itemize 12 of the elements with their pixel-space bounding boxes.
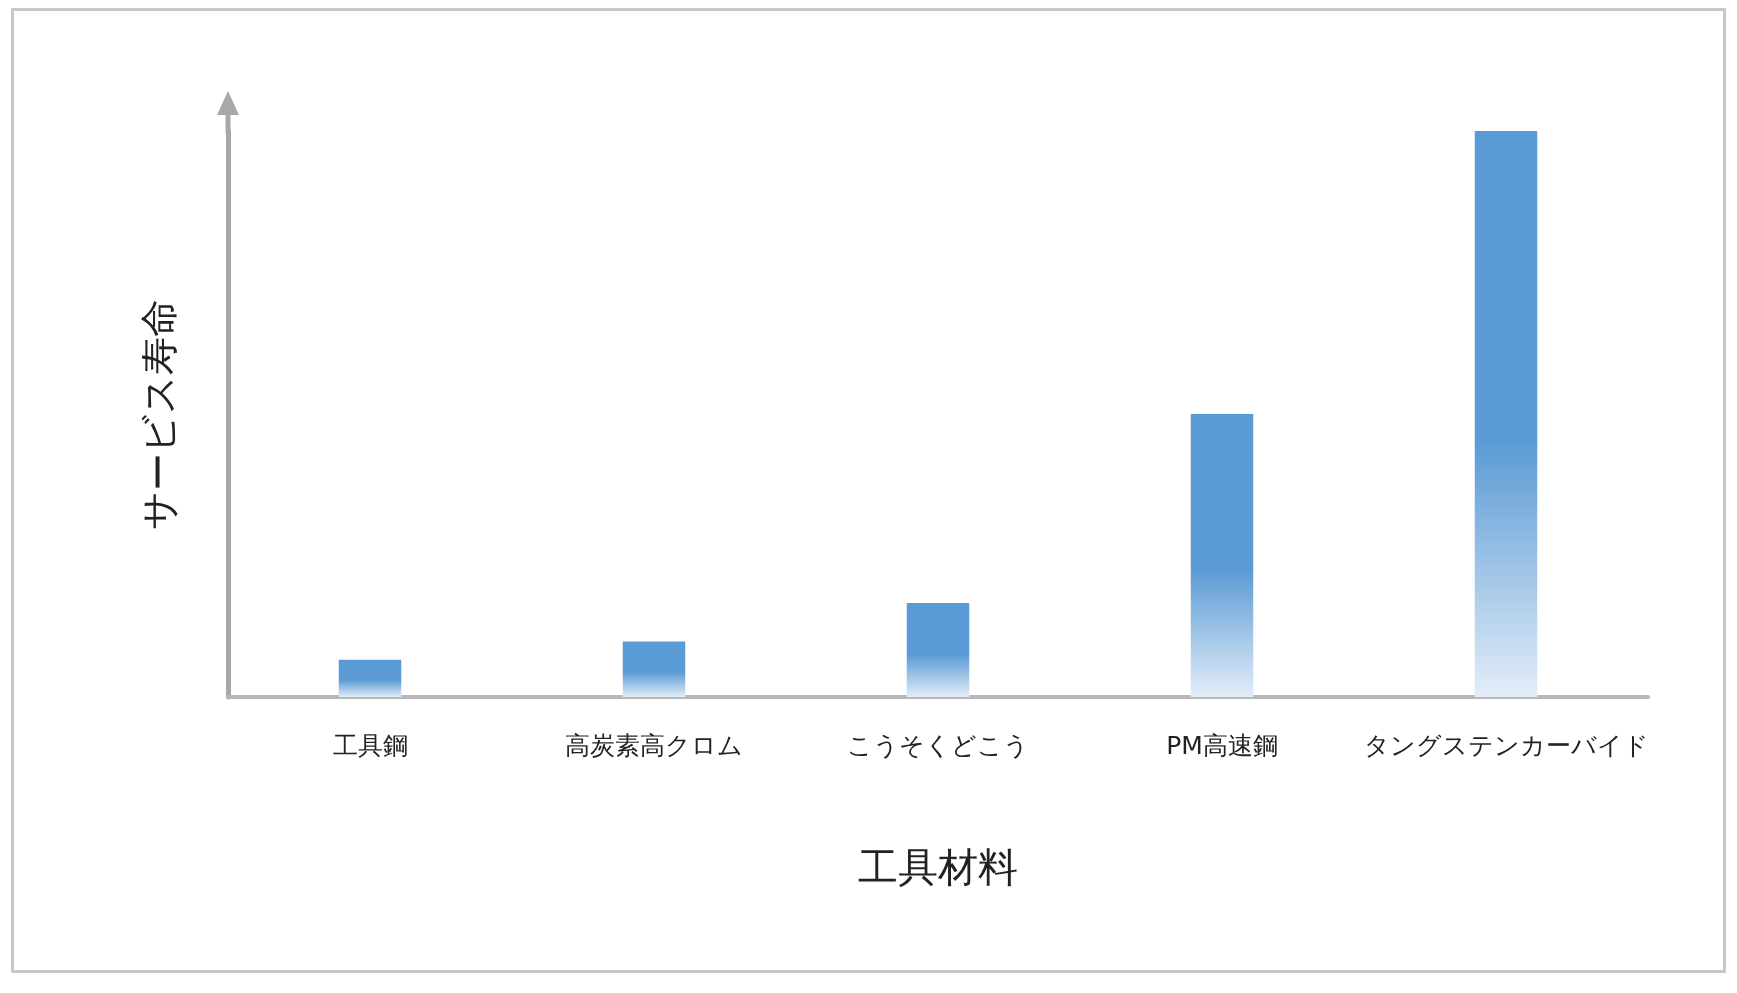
bar xyxy=(622,641,686,697)
bar xyxy=(338,659,402,697)
x-axis-title: 工具材料 xyxy=(858,844,1018,890)
x-tick-label: こうそくどこう xyxy=(847,731,1029,760)
bar xyxy=(906,603,970,697)
x-tick-label: 高炭素高クロム xyxy=(565,731,743,760)
x-tick-label: タングステンカーバイド xyxy=(1363,731,1649,760)
y-axis-title: サービス寿命 xyxy=(137,298,181,530)
bar xyxy=(1474,131,1538,697)
bar xyxy=(1190,414,1254,697)
x-tick-label: PM高速鋼 xyxy=(1166,731,1278,760)
x-tick-label: 工具鋼 xyxy=(332,731,408,760)
